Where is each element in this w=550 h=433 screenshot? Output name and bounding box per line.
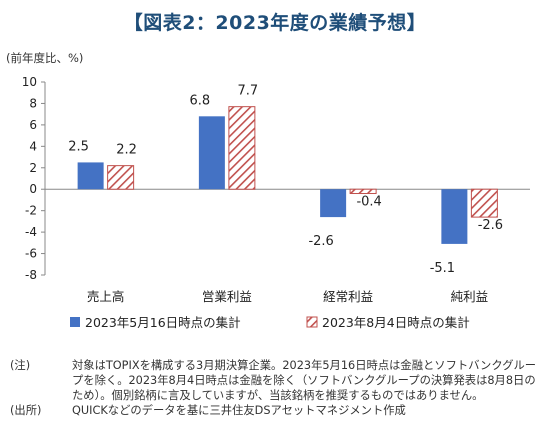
bar xyxy=(470,188,498,218)
bars: 売上高 2.5 2.2 営業利益 6.8 7.7 経常利益 -2.6 -0.4 純利益 -5.1 -2… xyxy=(68,84,503,304)
bar xyxy=(441,189,468,244)
y-tick-label: -4 xyxy=(25,225,37,239)
category-label: 営業利益 xyxy=(202,289,252,304)
y-tick-label: 0 xyxy=(29,182,37,196)
bar xyxy=(198,116,225,190)
y-tick-label: 10 xyxy=(22,75,37,89)
bar xyxy=(107,165,135,190)
y-tick-label: -6 xyxy=(25,247,37,261)
figure-title: 【図表2：2023年度の業績予想】 xyxy=(123,12,427,34)
y-tick-label: -8 xyxy=(25,268,37,282)
legend-swatch xyxy=(70,317,80,327)
category-label: 売上高 xyxy=(87,289,125,304)
y-tick-label: 8 xyxy=(29,96,37,110)
legend: 2023年5月16日時点の集計 2023年8月4日時点の集計 xyxy=(70,315,470,330)
data-label: -2.6 xyxy=(308,234,333,249)
source-tag: (出所) xyxy=(10,404,42,417)
notes: (注) 対象はTOPIXを構成する3月期決算企業。2023年5月16日時点は金融… xyxy=(10,358,544,418)
legend-swatch xyxy=(306,316,318,328)
note-row: (注) 対象はTOPIXを構成する3月期決算企業。2023年5月16日時点は金融… xyxy=(10,358,544,403)
y-tick-label: 6 xyxy=(29,118,37,132)
y-tick-label: 4 xyxy=(29,139,37,153)
category-label: 純利益 xyxy=(451,289,489,304)
data-label: -2.6 xyxy=(478,218,503,233)
y-tick-label: -2 xyxy=(25,204,37,218)
legend-label: 2023年5月16日時点の集計 xyxy=(85,315,241,330)
bar xyxy=(77,162,104,190)
y-tick-label: 2 xyxy=(29,161,37,175)
data-label: 7.7 xyxy=(238,84,259,99)
data-label: 6.8 xyxy=(190,93,211,108)
bar xyxy=(228,106,256,190)
legend-label: 2023年8月4日時点の集計 xyxy=(322,315,470,330)
y-axis-label: (前年度比、%) xyxy=(6,51,83,65)
note-tag: (注) xyxy=(10,359,31,372)
data-label: -5.1 xyxy=(430,261,455,276)
note-text: 対象はTOPIXを構成する3月期決算企業。2023年5月16日時点は金融とソフト… xyxy=(72,359,537,402)
bar xyxy=(320,189,347,218)
data-label: -0.4 xyxy=(356,195,381,210)
bar xyxy=(349,188,377,195)
bar-chart: (前年度比、%) 10 8 6 4 2 0 -2 -4 -6 -8 売上高 2.5 2.2 営業利益 6.… xyxy=(6,51,530,330)
source-text: QUICKなどのデータを基に三井住友DSアセットマネジメント作成 xyxy=(72,404,406,417)
source-row: (出所) QUICKなどのデータを基に三井住友DSアセットマネジメント作成 xyxy=(10,403,544,418)
data-label: 2.5 xyxy=(68,139,89,154)
data-label: 2.2 xyxy=(116,143,137,158)
category-label: 経常利益 xyxy=(323,289,373,304)
